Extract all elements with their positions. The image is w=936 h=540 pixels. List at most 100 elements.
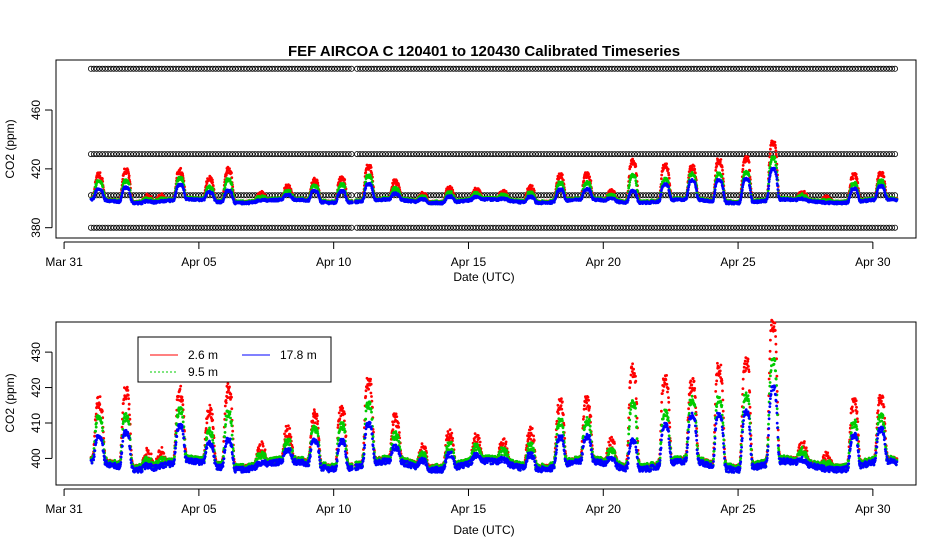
- top-point-2-6m: [774, 146, 777, 150]
- top-point-2-6m: [665, 162, 668, 166]
- top-reference-point: [472, 224, 479, 231]
- top-point-2-6m: [773, 143, 777, 147]
- top-reference-point: [107, 224, 114, 231]
- top-reference-point: [260, 224, 267, 231]
- top-reference-point: [560, 224, 567, 231]
- top-reference-point: [240, 192, 247, 199]
- top-reference-point: [113, 192, 120, 199]
- top-reference-point: [702, 224, 709, 231]
- top-reference-point: [246, 192, 253, 199]
- top-point-2-6m: [369, 166, 373, 169]
- top-reference-point: [249, 192, 256, 199]
- top-point-2-6m: [882, 175, 886, 179]
- top-reference-point: [710, 224, 717, 231]
- top-reference-point: [178, 224, 185, 231]
- top-point-2-6m: [854, 172, 858, 176]
- top-point-9-5m: [343, 185, 347, 189]
- top-reference-point: [150, 224, 157, 231]
- top-reference-point: [628, 224, 635, 231]
- top-reference-point: [294, 224, 301, 231]
- top-reference-point: [889, 224, 896, 231]
- top-reference-point: [439, 224, 446, 231]
- top-reference-point: [583, 224, 590, 231]
- top-reference-point: [243, 224, 250, 231]
- top-reference-point: [886, 224, 893, 231]
- top-reference-point: [133, 224, 140, 231]
- top-point-2-6m: [851, 177, 855, 181]
- top-point-2-6m: [693, 167, 697, 171]
- top-reference-point: [580, 224, 587, 231]
- top-reference-point: [591, 224, 598, 231]
- top-reference-point: [467, 224, 474, 231]
- top-reference-point: [195, 224, 202, 231]
- top-reference-point: [204, 224, 211, 231]
- top-reference-point: [325, 224, 332, 231]
- top-reference-point: [770, 224, 777, 231]
- top-reference-point: [373, 224, 380, 231]
- top-point-2-6m: [741, 164, 745, 167]
- top-reference-point: [223, 224, 230, 231]
- top-reference-point: [263, 224, 270, 231]
- top-reference-point: [308, 224, 315, 231]
- top-reference-point: [424, 224, 431, 231]
- top-reference-point: [693, 224, 700, 231]
- top-reference-point: [419, 224, 426, 231]
- top-reference-point: [232, 224, 239, 231]
- top-reference-point: [288, 224, 295, 231]
- top-reference-point: [433, 224, 440, 231]
- top-reference-point: [249, 224, 256, 231]
- top-reference-point: [226, 224, 233, 231]
- top-reference-point: [170, 224, 177, 231]
- top-point-9-5m: [211, 187, 215, 191]
- top-reference-point: [620, 224, 627, 231]
- top-reference-point: [138, 224, 145, 231]
- top-reference-point: [552, 224, 559, 231]
- top-reference-point: [824, 224, 831, 231]
- top-reference-point: [761, 224, 768, 231]
- top-reference-point: [529, 224, 536, 231]
- top-reference-point: [345, 224, 352, 231]
- top-reference-point: [557, 224, 564, 231]
- top-reference-point: [280, 224, 287, 231]
- top-point-9-5m: [101, 185, 105, 189]
- top-reference-point: [158, 224, 165, 231]
- top-point-2-6m: [179, 166, 183, 170]
- top-point-9-5m: [127, 182, 131, 186]
- top-reference-point: [291, 224, 298, 231]
- top-reference-point: [153, 224, 160, 231]
- top-point-2-6m: [634, 164, 638, 168]
- top-reference-point: [747, 224, 754, 231]
- top-reference-point: [832, 224, 839, 231]
- top-reference-point: [342, 224, 349, 231]
- top-point-2-6m: [478, 190, 482, 193]
- top-reference-point: [614, 224, 621, 231]
- top-reference-point: [758, 224, 765, 231]
- top-reference-point: [405, 224, 412, 231]
- top-reference-point: [526, 224, 533, 231]
- top-reference-point: [546, 224, 553, 231]
- top-point-9-5m: [370, 177, 373, 181]
- top-reference-point: [348, 192, 355, 199]
- top-reference-point: [399, 224, 406, 231]
- top-point-2-6m: [588, 175, 591, 179]
- top-reference-point: [880, 224, 887, 231]
- top-reference-point: [172, 224, 179, 231]
- top-reference-point: [877, 224, 884, 231]
- top-reference-point: [795, 224, 802, 231]
- top-reference-point: [322, 192, 329, 199]
- top-reference-point: [741, 224, 748, 231]
- top-reference-point: [778, 224, 785, 231]
- top-reference-point: [274, 224, 281, 231]
- top-reference-point: [271, 224, 278, 231]
- top-reference-point: [331, 224, 338, 231]
- top-reference-point: [475, 224, 482, 231]
- top-point-2-6m: [228, 167, 231, 171]
- top-point-2-6m: [721, 168, 724, 172]
- top-reference-point: [334, 224, 341, 231]
- top-reference-point: [90, 224, 97, 231]
- top-reference-point: [297, 224, 304, 231]
- top-reference-point: [866, 224, 873, 231]
- top-reference-point: [221, 224, 228, 231]
- top-reference-point: [569, 224, 576, 231]
